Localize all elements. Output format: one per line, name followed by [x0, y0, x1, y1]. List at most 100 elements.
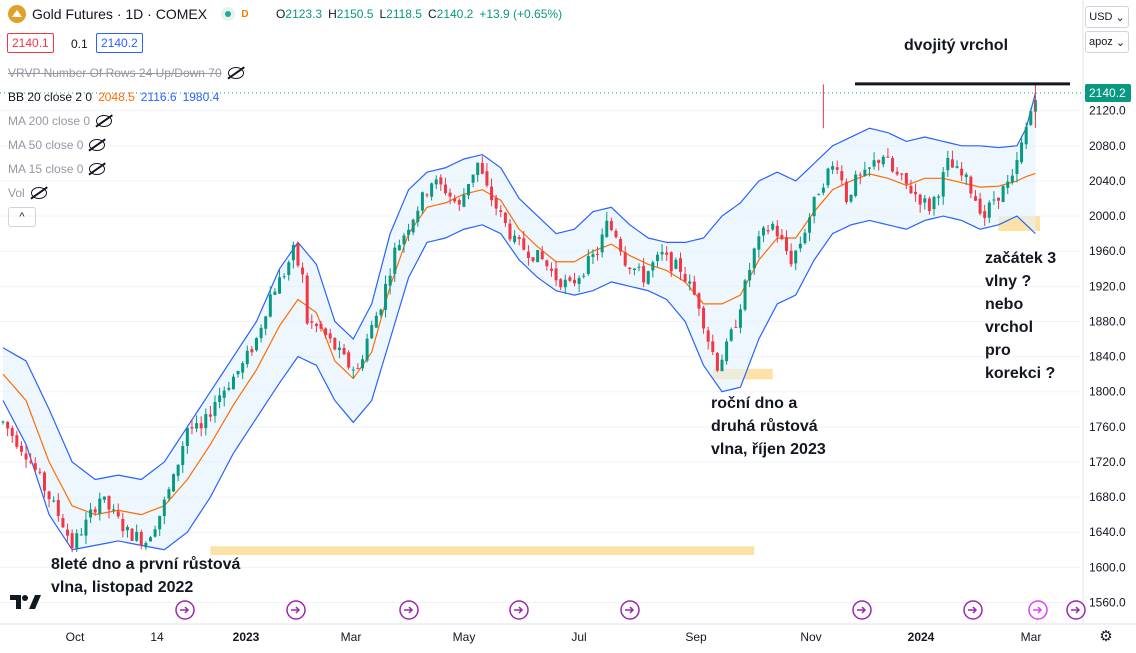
candle-body [130, 528, 134, 541]
y-tick-label: 2000.0 [1089, 209, 1126, 223]
candle-body [891, 158, 895, 172]
candle-body [1006, 181, 1010, 188]
candle-body [812, 196, 816, 217]
indicator-vol[interactable]: Vol [8, 186, 47, 200]
candle-body [66, 529, 70, 536]
candle-body [397, 245, 401, 251]
indicator-ma15[interactable]: MA 15 close 0 [8, 162, 106, 176]
candle-body [978, 198, 982, 214]
delayed-data-badge[interactable]: D [241, 8, 249, 20]
indicator-bb[interactable]: BB 20 close 2 0 2048.5 2116.6 1980.4 [8, 90, 219, 104]
candle-body [439, 177, 443, 185]
x-tick-label: Sep [685, 630, 707, 644]
arrow-right-icon [857, 606, 867, 614]
y-tick-label: 1560.0 [1089, 595, 1126, 609]
candle-body [370, 325, 374, 339]
bb-lower-value: 1980.4 [182, 90, 220, 104]
buy-price-box[interactable]: 2140.2 [96, 33, 143, 53]
candle-body [872, 160, 876, 167]
indicator-ma50[interactable]: MA 50 close 0 [8, 138, 106, 152]
y-tick-label: 1760.0 [1089, 420, 1126, 434]
gear-icon[interactable]: ⚙ [1099, 628, 1113, 645]
candle-body [416, 210, 420, 222]
last-price-label: 2140.2 [1089, 86, 1126, 100]
ohlc-key: O [276, 7, 286, 21]
candle-body [365, 338, 369, 361]
indicator-vrvp[interactable]: VRVP Number Of Rows 24 Up/Down 70 [8, 66, 244, 80]
candle-body [573, 279, 577, 284]
y-tick-label: 1800.0 [1089, 385, 1126, 399]
candle-body [254, 338, 258, 351]
candle-body [33, 463, 37, 471]
eye-hidden-icon[interactable] [89, 139, 106, 151]
candle-body [522, 238, 526, 250]
price-scale[interactable] [1083, 0, 1136, 653]
candle-body [176, 464, 180, 476]
ohlc-value: 2150.5 [336, 7, 374, 21]
bb-upper-line [2, 92, 1036, 481]
candle-body [264, 316, 268, 329]
candle-body [642, 266, 646, 283]
candle-body [84, 519, 88, 536]
market-open-icon [221, 7, 236, 21]
annotation-line: korekci ? [985, 365, 1056, 382]
candle-body [245, 350, 249, 365]
candle-body [204, 414, 208, 429]
eye-hidden-icon[interactable] [30, 187, 47, 199]
candle-body [937, 196, 941, 198]
candle-body [877, 160, 881, 163]
candle-body [6, 421, 10, 429]
candle-body [858, 174, 862, 176]
indicator-vol-label: Vol [8, 186, 25, 200]
symbol-title[interactable]: Gold Futures · 1D · COMEX [32, 6, 208, 22]
chevron-down-icon: ⌄ [1115, 36, 1126, 49]
candle-body [729, 329, 733, 341]
candle-body [287, 262, 291, 276]
eye-hidden-icon[interactable] [96, 115, 113, 127]
candle-body [881, 156, 885, 165]
candle-body [536, 250, 540, 263]
candle-body [738, 309, 742, 328]
candle-body [803, 232, 807, 244]
ohlc-item: L2118.5 [379, 7, 422, 21]
candle-body [241, 363, 245, 373]
eye-hidden-icon[interactable] [227, 67, 244, 79]
candle-body [42, 472, 46, 491]
tradingview-logo-icon[interactable] [10, 594, 42, 610]
candle-body [347, 352, 351, 368]
candle-body [181, 446, 185, 466]
y-tick-label: 1680.0 [1089, 490, 1126, 504]
candle-body [75, 533, 79, 549]
indicator-ma200[interactable]: MA 200 close 0 [8, 114, 113, 128]
candle-body [278, 277, 282, 294]
candle-body [24, 453, 28, 460]
sell-price-box[interactable]: 2140.1 [7, 33, 54, 53]
candle-body [199, 423, 203, 429]
candle-body [609, 220, 613, 231]
eye-hidden-icon[interactable] [89, 163, 106, 175]
candle-body [195, 423, 199, 429]
ohlc-value: +13.9 (+0.65%) [479, 7, 563, 21]
candle-body [983, 211, 987, 218]
candle-body [923, 198, 927, 203]
candle-body [969, 176, 973, 194]
collapse-indicators-button[interactable]: ^ [8, 207, 36, 227]
scale-select[interactable]: apoz ⌄ [1085, 31, 1129, 53]
candle-body [10, 428, 14, 436]
candle-body [125, 526, 129, 531]
candle-body [835, 167, 839, 170]
candle-body [1010, 175, 1014, 183]
candle-body [61, 517, 65, 528]
chevron-up-icon: ^ [19, 211, 25, 223]
candle-body [623, 252, 627, 266]
candle-body [669, 252, 673, 272]
candle-body [559, 279, 563, 288]
candle-body [577, 278, 581, 284]
candle-body [462, 194, 466, 207]
candle-body [250, 349, 254, 353]
ohlc-value: 2123.3 [285, 7, 323, 21]
candle-body [563, 279, 567, 288]
candle-body [808, 217, 812, 233]
currency-select[interactable]: USD ⌄ [1085, 6, 1129, 28]
